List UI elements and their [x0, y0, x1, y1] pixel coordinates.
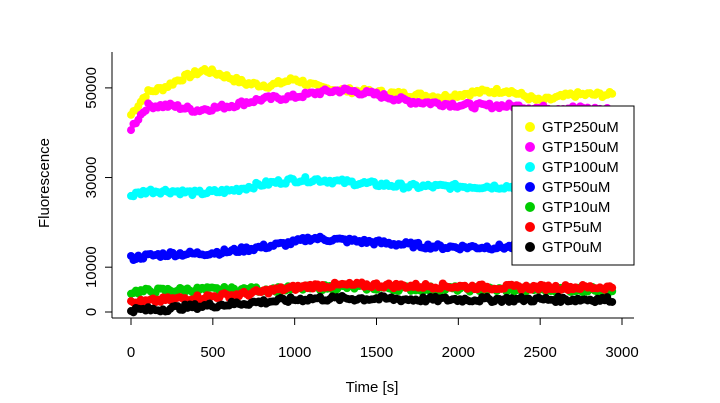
data-point-GTP0uM [608, 297, 617, 306]
legend-label: GTP0uM [542, 239, 602, 256]
legend-marker [525, 142, 535, 152]
legend-marker [525, 242, 535, 252]
data-point-GTP150uM [127, 126, 135, 135]
data-point-GTP5uM [608, 283, 617, 292]
legend-marker [525, 162, 535, 172]
legend-label: GTP5uM [542, 219, 602, 236]
x-tick-label: 1500 [360, 344, 393, 361]
x-tick-label: 500 [200, 344, 225, 361]
legend-marker [525, 222, 535, 232]
x-tick-label: 1000 [278, 344, 311, 361]
y-axis-title: Fluorescence [36, 138, 53, 228]
legend-label: GTP250uM [542, 119, 619, 136]
legend-label: GTP50uM [542, 179, 610, 196]
y-tick-label: 50000 [83, 67, 100, 109]
legend: GTP250uM GTP150uM GTP100uM GTP50uM GTP10uM GT… [511, 105, 635, 266]
x-tick-label: 2500 [523, 344, 556, 361]
y-tick-label: 30000 [83, 157, 100, 199]
x-axis-title: Time [s] [346, 379, 399, 396]
data-point-GTP250uM [608, 89, 617, 98]
data-point-GTP250uM [141, 92, 150, 101]
x-tick-label: 0 [127, 344, 135, 361]
legend-label: GTP10uM [542, 199, 610, 216]
legend-label: GTP150uM [542, 139, 619, 156]
y-tick-label: 0 [83, 308, 100, 316]
data-points [127, 65, 617, 317]
x-tick-label: 3000 [605, 344, 638, 361]
legend-label: GTP100uM [542, 159, 619, 176]
legend-marker [525, 202, 535, 212]
y-tick-label: 10000 [83, 246, 100, 288]
legend-marker [525, 122, 535, 132]
legend-marker [525, 182, 535, 192]
legend-box [511, 105, 635, 266]
x-tick-label: 2000 [442, 344, 475, 361]
data-point-GTP150uM [141, 106, 150, 115]
